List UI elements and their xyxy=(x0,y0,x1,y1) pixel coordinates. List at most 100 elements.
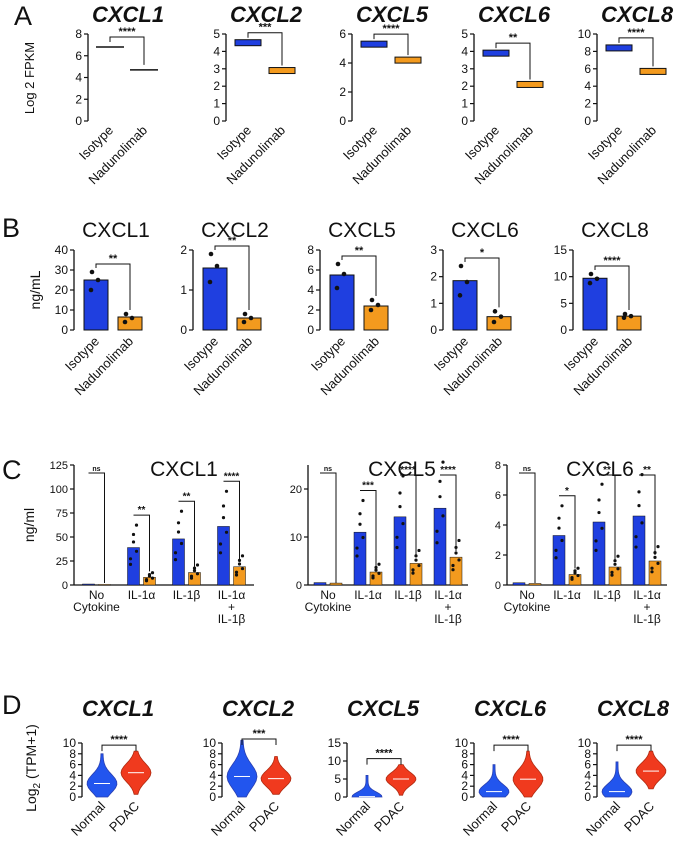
y-tick-label: 0 xyxy=(296,580,302,592)
panel-letter-A: A xyxy=(14,1,32,31)
y-tick-label: 0 xyxy=(69,790,76,804)
data-point xyxy=(464,279,470,285)
significance-bracket xyxy=(178,500,195,567)
data-point xyxy=(189,574,194,578)
x-tick-label: No xyxy=(89,588,105,602)
x-tick-label: IL-1β xyxy=(218,612,246,626)
y-tick-label: 4 xyxy=(584,768,591,782)
x-tick-label: IL-1β xyxy=(173,588,201,602)
y-tick-label: 2 xyxy=(461,79,468,93)
significance-bracket xyxy=(495,42,531,80)
data-point xyxy=(557,526,561,530)
significance-bracket xyxy=(109,36,145,65)
data-point xyxy=(150,571,155,575)
data-point xyxy=(560,538,564,543)
y-axis-label: ng/mL xyxy=(27,270,43,309)
y-tick-label: 6 xyxy=(307,263,314,277)
x-tick-label: IL-1α xyxy=(128,588,156,602)
data-point xyxy=(557,516,561,520)
x-tick-label: Cytokine xyxy=(504,600,551,614)
y-tick-label: 2 xyxy=(180,243,187,257)
y-tick-label: 1 xyxy=(461,97,468,111)
data-point xyxy=(588,271,594,277)
violin xyxy=(226,739,258,798)
box-mark xyxy=(394,56,422,64)
bar xyxy=(632,515,646,586)
y-tick-label: 2 xyxy=(584,97,591,111)
y-tick-label: 4 xyxy=(307,283,314,297)
bar xyxy=(172,538,185,586)
y-tick-label: 10 xyxy=(554,270,568,284)
data-point xyxy=(374,568,378,572)
bar xyxy=(449,556,463,586)
significance-label: **** xyxy=(110,734,128,746)
data-point xyxy=(401,522,405,526)
bar xyxy=(592,521,606,586)
y-tick-label: 0 xyxy=(461,790,468,804)
data-point xyxy=(417,548,421,553)
significance-bracket xyxy=(618,37,654,67)
bar xyxy=(127,547,140,586)
y-tick-label: 10 xyxy=(203,736,217,750)
data-point xyxy=(95,277,101,283)
data-point xyxy=(395,545,399,550)
y-tick-label: 2 xyxy=(430,270,437,284)
y-axis-label: ng/ml xyxy=(21,508,37,542)
data-point xyxy=(176,530,181,534)
data-point xyxy=(451,563,455,568)
significance-label: ** xyxy=(109,253,118,265)
significance-bracket xyxy=(241,738,277,745)
y-tick-label: 4 xyxy=(213,44,220,58)
data-point xyxy=(179,509,184,513)
data-point xyxy=(576,566,580,570)
y-tick-label: 2 xyxy=(75,92,82,106)
data-point xyxy=(451,568,455,572)
data-point xyxy=(221,516,226,520)
data-point xyxy=(147,573,152,577)
y-tick-label: 6 xyxy=(209,758,216,772)
data-point xyxy=(637,504,641,508)
data-point xyxy=(441,514,445,518)
data-point xyxy=(414,558,418,562)
y-tick-label: 0 xyxy=(560,323,567,337)
data-point xyxy=(208,251,214,257)
y-tick-label: 2 xyxy=(495,550,501,562)
y-tick-label: 2 xyxy=(69,779,76,793)
y-tick-label: 10 xyxy=(578,27,592,41)
data-point xyxy=(653,555,657,560)
data-point xyxy=(600,482,604,486)
y-tick-label: 0 xyxy=(430,323,437,337)
y-tick-label: 10 xyxy=(290,532,302,544)
x-tick-label: IL-1α xyxy=(553,588,581,602)
data-point xyxy=(457,293,463,298)
x-tick-label: + xyxy=(643,600,650,614)
x-tick-label: IL-1α xyxy=(633,588,661,602)
y-tick-label: 3 xyxy=(213,62,220,76)
data-point xyxy=(192,569,197,573)
data-point xyxy=(491,319,497,325)
box-mark xyxy=(605,44,633,52)
y-tick-label: 5 xyxy=(560,296,567,310)
y-tick-label: 2 xyxy=(339,85,346,99)
data-point xyxy=(634,535,638,539)
data-point xyxy=(573,569,577,573)
data-point xyxy=(368,307,374,313)
data-point xyxy=(240,566,245,571)
data-point xyxy=(89,269,95,275)
y-tick-label: 0 xyxy=(461,114,468,128)
chart-title: CXCL2 xyxy=(201,219,269,242)
data-point xyxy=(457,538,461,543)
data-point xyxy=(355,546,359,550)
significance-label: **** xyxy=(627,27,645,39)
y-tick-label: 0 xyxy=(180,323,187,337)
y-tick-label: 6 xyxy=(584,758,591,772)
significance-bracket xyxy=(373,33,409,56)
panel-letter-C: C xyxy=(2,455,22,485)
data-point xyxy=(417,563,421,568)
data-point xyxy=(218,542,223,546)
x-tick-label: IL-1α xyxy=(354,588,382,602)
data-point xyxy=(234,570,239,574)
bar xyxy=(82,583,95,586)
significance-bracket xyxy=(464,257,500,308)
data-point xyxy=(597,498,601,502)
